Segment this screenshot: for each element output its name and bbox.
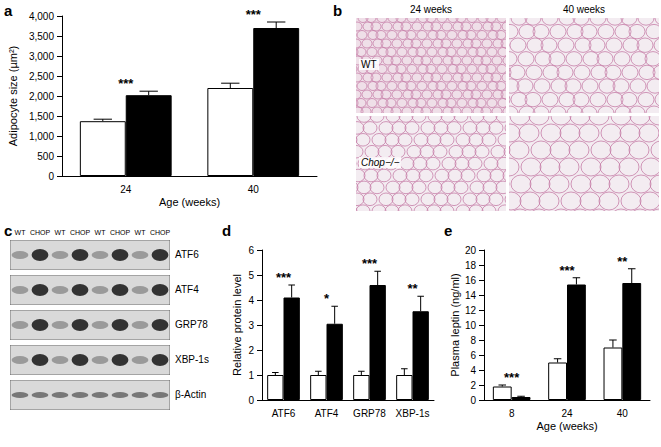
html-text:e: e [444, 222, 453, 239]
svg-text:6: 6 [470, 350, 476, 361]
svg-text:***: *** [362, 256, 378, 271]
svg-text:0: 0 [248, 395, 254, 406]
svg-text:12: 12 [465, 305, 477, 316]
html-text:WT: WT [134, 229, 146, 236]
html-text:GRP78: GRP78 [175, 319, 208, 330]
svg-text:ATF4: ATF4 [315, 408, 339, 419]
svg-text:XBP-1s: XBP-1s [396, 408, 430, 419]
svg-text:24: 24 [120, 184, 132, 195]
svg-text:ATF6: ATF6 [272, 408, 296, 419]
html-text:b: b [333, 2, 343, 19]
svg-text:4: 4 [470, 365, 476, 376]
svg-text:1: 1 [248, 370, 254, 381]
svg-text:16: 16 [465, 275, 477, 286]
html-text:WT: WT [14, 229, 26, 236]
svg-text:***: *** [118, 76, 134, 91]
svg-text:3,000: 3,000 [29, 51, 54, 62]
svg-text:4: 4 [248, 295, 254, 306]
svg-text:0: 0 [470, 395, 476, 406]
html-text:CHOP: CHOP [70, 229, 91, 236]
html-text:ATF4: ATF4 [175, 284, 199, 295]
svg-text:24: 24 [561, 408, 573, 419]
svg-text:Age (weeks): Age (weeks) [159, 196, 220, 208]
svg-text:40: 40 [617, 408, 629, 419]
svg-text:**: ** [407, 281, 418, 296]
svg-text:6: 6 [248, 245, 254, 256]
svg-text:Plasma leptin (ng/ml): Plasma leptin (ng/ml) [449, 273, 461, 376]
svg-text:GRP78: GRP78 [353, 408, 386, 419]
svg-text:10: 10 [465, 320, 477, 331]
svg-text:3: 3 [248, 320, 254, 331]
html-text:40 weeks: 40 weeks [562, 4, 606, 15]
html-text:WT: WT [361, 58, 377, 70]
html-text:CHOP: CHOP [150, 229, 171, 236]
svg-text:5: 5 [248, 270, 254, 281]
html-text:Chop−/−: Chop−/− [361, 156, 400, 168]
svg-text:Relative protein level: Relative protein level [231, 274, 243, 376]
html-text:a: a [4, 2, 13, 19]
svg-text:20: 20 [465, 245, 477, 256]
html-text:ATF6: ATF6 [175, 249, 199, 260]
html-text:WT: WT [94, 229, 106, 236]
svg-text:3,500: 3,500 [29, 31, 54, 42]
svg-text:***: *** [559, 263, 575, 278]
svg-text:18: 18 [465, 260, 477, 271]
svg-text:1,000: 1,000 [29, 131, 54, 142]
html-text:CHOP: CHOP [30, 229, 51, 236]
html-text:24 weeks: 24 weeks [409, 4, 453, 15]
svg-text:14: 14 [465, 290, 477, 301]
svg-text:1,500: 1,500 [29, 111, 54, 122]
svg-text:*: * [324, 291, 330, 306]
svg-text:40: 40 [248, 184, 260, 195]
svg-text:0: 0 [48, 171, 54, 182]
svg-text:2: 2 [470, 380, 476, 391]
svg-text:**: ** [617, 254, 628, 269]
svg-text:4,000: 4,000 [29, 11, 54, 22]
svg-text:2: 2 [248, 345, 254, 356]
svg-text:2,000: 2,000 [29, 91, 54, 102]
svg-text:2,500: 2,500 [29, 71, 54, 82]
html-text:XBP-1s: XBP-1s [175, 354, 209, 365]
html-text:CHOP: CHOP [110, 229, 131, 236]
svg-text:Adipocyte size (µm²): Adipocyte size (µm²) [7, 46, 19, 146]
svg-text:Age (weeks): Age (weeks) [536, 420, 597, 432]
svg-text:***: *** [246, 7, 262, 22]
html-text:β-Actin: β-Actin [175, 389, 207, 400]
svg-text:***: *** [504, 370, 520, 385]
svg-text:8: 8 [509, 408, 515, 419]
html-text:c: c [4, 222, 13, 239]
html-text:WT: WT [54, 229, 66, 236]
svg-text:***: *** [276, 270, 292, 285]
svg-text:500: 500 [37, 151, 54, 162]
svg-text:8: 8 [470, 335, 476, 346]
html-text:d: d [222, 222, 232, 239]
